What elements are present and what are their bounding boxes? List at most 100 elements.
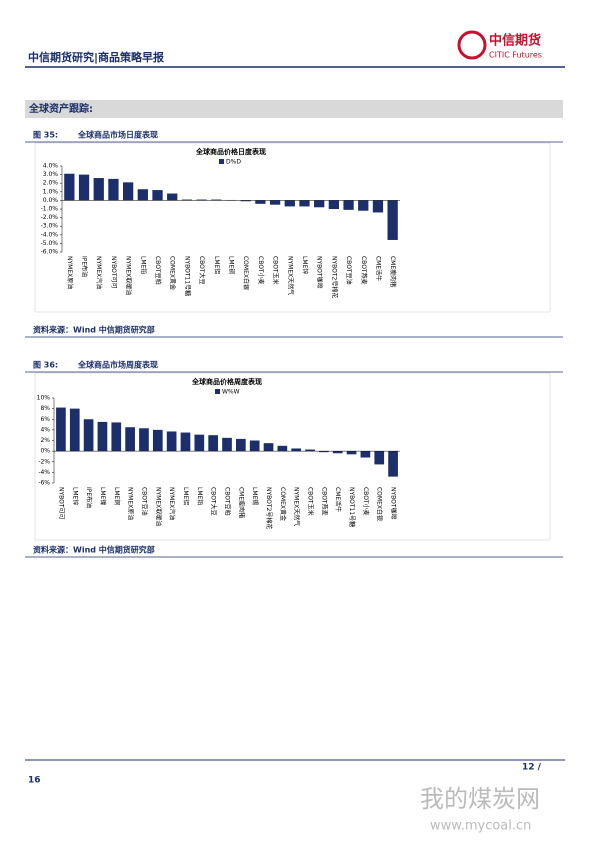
x-tick-label: LME锡 bbox=[251, 487, 259, 505]
bar bbox=[249, 440, 260, 452]
x-tick-label: NYMEX原油 bbox=[127, 487, 135, 520]
y-tick-label: -1.0% bbox=[41, 206, 59, 213]
page-number-right: 12 / bbox=[522, 763, 542, 773]
bar bbox=[125, 427, 135, 452]
x-tick-label: CME瘦肉猪 bbox=[237, 487, 245, 518]
x-tick-label: LME铅 bbox=[196, 487, 204, 505]
x-tick-label: NYMEX天然气 bbox=[286, 256, 294, 295]
x-tick-label: NYMEX取暖油 bbox=[125, 256, 133, 295]
x-tick-label: NYBOT11号糖 bbox=[183, 256, 191, 296]
logo-icon bbox=[457, 30, 487, 60]
y-tick-label: -4.0% bbox=[41, 231, 59, 238]
bar bbox=[83, 419, 94, 452]
y-tick-label: 8% bbox=[40, 405, 50, 412]
figure-caption: 全球商品市场日度表现 bbox=[77, 130, 158, 140]
x-tick-label: NYMEX汽油 bbox=[95, 256, 103, 289]
y-tick-label: -4% bbox=[38, 469, 50, 476]
x-tick-label: LME镍 bbox=[99, 487, 107, 505]
x-tick-label: CME活牛 bbox=[334, 487, 342, 512]
bar bbox=[255, 200, 266, 204]
bar bbox=[328, 200, 340, 209]
figure-label: 图 36: bbox=[33, 361, 58, 370]
bar bbox=[69, 408, 80, 452]
chart-title: 全球商品价格日度表现 bbox=[195, 147, 266, 156]
section-band bbox=[25, 100, 563, 118]
bar bbox=[314, 200, 325, 208]
x-tick-label: LME铜 bbox=[228, 256, 236, 274]
x-tick-label: NYMEX取暖油 bbox=[154, 487, 162, 526]
y-tick-label: 4.0% bbox=[43, 163, 59, 170]
bar bbox=[194, 434, 205, 452]
bar bbox=[222, 437, 232, 452]
y-tick-label: -5.0% bbox=[41, 240, 59, 247]
bar bbox=[240, 200, 251, 202]
x-tick-label: LME铜 bbox=[113, 487, 121, 505]
section-title: 全球资产跟踪: bbox=[28, 102, 93, 115]
source-note: 资料来源：Wind 中信期货研究部 bbox=[33, 325, 155, 335]
bar bbox=[97, 421, 108, 452]
x-tick-label: CBOT大豆 bbox=[210, 487, 218, 516]
bar bbox=[181, 199, 193, 201]
chart-frame bbox=[34, 142, 551, 313]
x-tick-label: COMEX黄金 bbox=[279, 487, 287, 521]
bar bbox=[208, 435, 219, 452]
bar bbox=[319, 451, 329, 453]
x-tick-label: CBOT燕麦 bbox=[320, 487, 328, 516]
y-tick-label: 4% bbox=[40, 426, 50, 433]
legend-label: D%D bbox=[226, 159, 241, 166]
x-tick-label: NYBOT咖啡 bbox=[316, 256, 324, 289]
bar bbox=[137, 189, 148, 201]
y-tick-label: -2% bbox=[38, 458, 50, 465]
x-tick-label: CBOT豆油 bbox=[345, 256, 353, 285]
bar bbox=[277, 445, 288, 452]
x-tick-label: IPE布油 bbox=[85, 487, 93, 508]
x-tick-label: LME铝 bbox=[213, 256, 221, 274]
x-tick-label: NYBOT咖啡 bbox=[390, 487, 398, 520]
chart-frame bbox=[34, 372, 551, 541]
x-tick-label: CBOT燕麦 bbox=[360, 256, 368, 285]
bar bbox=[108, 178, 119, 201]
legend-swatch bbox=[219, 159, 224, 164]
y-tick-label: -3.0% bbox=[41, 223, 59, 230]
x-tick-label: CBOT小麦 bbox=[257, 256, 265, 285]
x-tick-label: NYMEX汽油 bbox=[168, 487, 176, 520]
bar bbox=[358, 200, 369, 211]
header-title: 中信期货研究|商品策略早报 bbox=[28, 50, 165, 64]
x-tick-label: NYBOT可可 bbox=[110, 256, 117, 289]
x-tick-label: NYBOT2号棉花 bbox=[265, 487, 273, 529]
x-tick-label: CBOT玉米 bbox=[272, 256, 280, 285]
bar bbox=[56, 407, 66, 452]
bar bbox=[388, 451, 398, 477]
bar bbox=[387, 200, 398, 240]
bar bbox=[167, 193, 178, 201]
bar bbox=[180, 432, 191, 452]
x-tick-label: COMEX黄金 bbox=[169, 256, 177, 290]
watermark-url: www.mycoal.cn bbox=[430, 819, 531, 834]
y-tick-label: 1.0% bbox=[43, 188, 59, 195]
logo-en: CITIC Futures bbox=[489, 51, 542, 60]
bar bbox=[305, 449, 315, 452]
x-tick-label: NYBOT11号糖 bbox=[348, 487, 356, 527]
bar bbox=[372, 200, 384, 213]
y-tick-label: 6% bbox=[40, 416, 50, 423]
bar bbox=[332, 451, 343, 454]
x-tick-label: CBOT豆粕 bbox=[224, 487, 232, 516]
bar bbox=[111, 422, 122, 452]
bar bbox=[196, 199, 207, 201]
y-tick-label: -6.0% bbox=[41, 249, 59, 256]
bar bbox=[139, 428, 149, 452]
x-tick-label: CBOT豆油 bbox=[140, 487, 148, 516]
figure-caption: 全球商品市场周度表现 bbox=[77, 360, 158, 370]
x-tick-label: NYMEX天然气 bbox=[293, 487, 301, 526]
x-tick-label: NYBOT可可 bbox=[57, 487, 64, 520]
y-tick-label: 3.0% bbox=[43, 171, 59, 178]
y-tick-label: 0% bbox=[40, 448, 50, 455]
logo-cn: 中信期货 bbox=[489, 33, 541, 49]
bar bbox=[269, 200, 281, 205]
x-tick-label: CBOT豆粕 bbox=[154, 256, 162, 285]
x-tick-label: COMEX白银 bbox=[376, 487, 384, 521]
watermark-cn: 我的煤炭网 bbox=[420, 785, 540, 813]
x-tick-label: CBOT小麦 bbox=[362, 487, 370, 516]
